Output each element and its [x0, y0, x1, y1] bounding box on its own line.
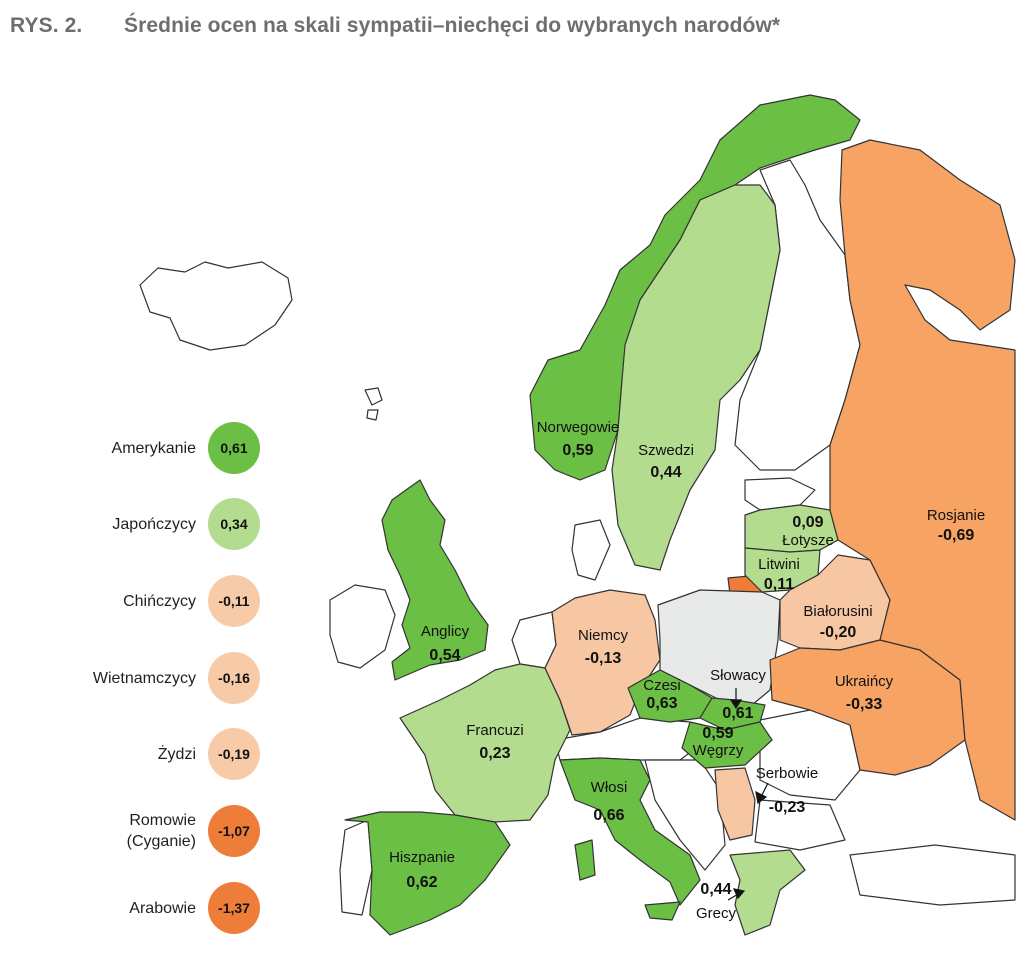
norway-value-label: 0,59 — [562, 442, 593, 459]
belarus-name-label: Białorusini — [803, 603, 872, 620]
czechia-name-label: Czesi — [643, 677, 681, 694]
uk-shape — [381, 479, 489, 681]
legend-value-badge: -0,19 — [208, 728, 260, 780]
legend-row: Japończycy 0,34 — [112, 498, 260, 550]
france-name-label: Francuzi — [466, 722, 524, 739]
small-island-shape — [366, 409, 379, 421]
greece-name-label: Grecy — [696, 905, 737, 922]
ukraine-shape — [769, 639, 966, 776]
legend-row: Amerykanie 0,61 — [112, 422, 260, 474]
serbia-shape — [714, 767, 756, 841]
legend-label: Romowie (Cyganie) — [126, 812, 196, 850]
russia-name-label: Rosjanie — [927, 507, 985, 524]
poland-shape — [657, 589, 781, 706]
ukraine-value-label: -0,33 — [846, 696, 883, 713]
greece-shape — [729, 849, 806, 936]
france-shape — [399, 663, 571, 823]
legend-label: Wietnamczycy — [92, 669, 196, 687]
legend-row: Żydzi -0,19 — [158, 728, 260, 780]
legend-value-badge: -1,07 — [208, 805, 260, 857]
legend-value-badge: 0,34 — [208, 498, 260, 550]
sweden-name-label: Szwedzi — [638, 442, 694, 459]
sweden-value-label: 0,44 — [650, 464, 681, 481]
norway-shape — [529, 94, 861, 481]
belarus-value-label: -0,20 — [820, 624, 857, 641]
iceland-shape — [139, 261, 293, 351]
legend-value-badge: -1,37 — [208, 882, 260, 934]
legend-value-badge: 0,61 — [208, 422, 260, 474]
hungary-shape — [681, 721, 773, 769]
figure-title: RYS. 2. Średnie ocen na skali sympatii–ni… — [10, 14, 780, 38]
small-island-shape — [364, 387, 383, 406]
figure-caption: Średnie ocen na skali sympatii–niechęci … — [124, 14, 781, 37]
latvia-value-label: 0,09 — [792, 514, 823, 531]
spain-value-label: 0,62 — [406, 874, 437, 891]
serbia-value-label: -0,23 — [769, 799, 806, 816]
italy-shape — [559, 757, 701, 906]
sardinia-shape — [574, 839, 596, 881]
ukraine-name-label: Ukraińcy — [835, 673, 894, 690]
turkey-shape — [849, 844, 1016, 906]
sicily-shape — [644, 901, 681, 921]
legend-row: Wietnamczycy -0,16 — [93, 652, 260, 704]
slovakia-arrowhead — [729, 699, 743, 710]
norway-name-label: Norwegowie — [537, 419, 620, 436]
hungary-value-label: 0,59 — [702, 725, 733, 742]
hungary-name-label: Węgrzy — [693, 742, 744, 759]
greece-value-label: 0,44 — [700, 881, 731, 898]
legend-label: Japończycy — [112, 515, 196, 533]
germany-name-label: Niemcy — [578, 627, 629, 644]
legend-row: Arabowie -1,37 — [129, 882, 260, 934]
serbia-arrowhead — [755, 790, 768, 805]
uk-name-label: Anglicy — [421, 623, 470, 640]
legend-value-badge: -0,11 — [208, 575, 260, 627]
bulgaria-shape — [754, 799, 846, 851]
spain-name-label: Hiszpanie — [389, 849, 455, 866]
serbia-pointer — [761, 782, 769, 796]
sweden-shape — [611, 184, 781, 571]
latvia-name-label: Łotysze — [782, 532, 834, 549]
ireland-shape — [329, 584, 396, 669]
serbia-name-label: Serbowie — [756, 765, 819, 782]
denmark-shape — [571, 519, 611, 581]
legend-value-badge: -0,16 — [208, 652, 260, 704]
portugal-shape — [339, 819, 373, 916]
lithuania-name-label: Litwini — [758, 556, 800, 573]
italy-value-label: 0,66 — [593, 807, 624, 824]
spain-shape — [344, 811, 511, 936]
slovakia-name-label: Słowacy — [710, 667, 766, 684]
italy-name-label: Włosi — [591, 779, 628, 796]
russia-value-label: -0,69 — [938, 527, 975, 544]
germany-value-label: -0,13 — [585, 650, 622, 667]
legend-label: Amerykanie — [111, 439, 196, 457]
russia-shape — [829, 139, 1016, 821]
lithuania-value-label: 0,11 — [764, 576, 794, 593]
legend-row: Chińczycy -0,11 — [123, 575, 260, 627]
czechia-value-label: 0,63 — [646, 695, 677, 712]
legend-label: Arabowie — [129, 899, 196, 917]
legend-label: Chińczycy — [123, 592, 196, 610]
slovakia-value-label: 0,61 — [722, 705, 753, 722]
uk-value-label: 0,54 — [429, 647, 460, 664]
figure-number: RYS. 2. — [10, 14, 83, 37]
legend-row: Romowie (Cyganie) -1,07 — [127, 805, 260, 857]
france-value-label: 0,23 — [479, 745, 510, 762]
greece-arrowhead — [732, 888, 746, 900]
legend-label: Żydzi — [157, 745, 196, 763]
legend: Amerykanie 0,61 Japończycy 0,34 Chińczyc… — [40, 420, 260, 940]
